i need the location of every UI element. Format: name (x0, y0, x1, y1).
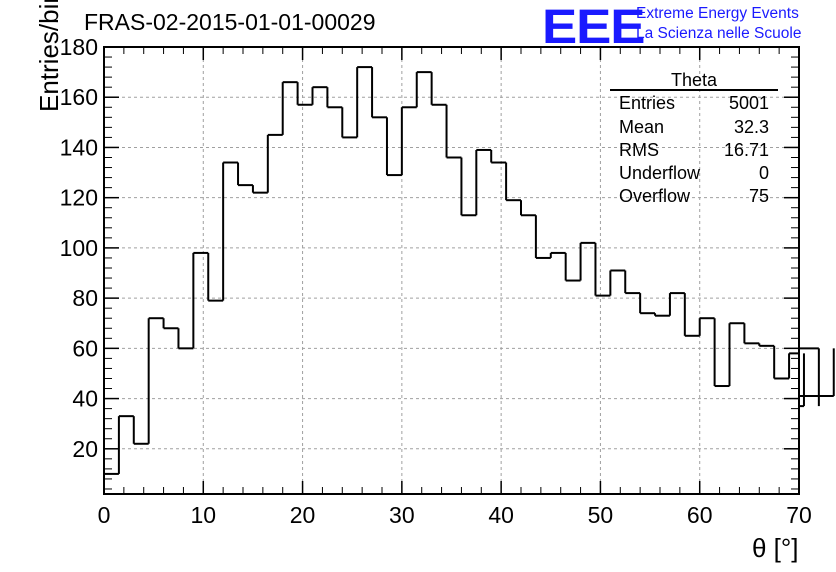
y-axis-label: Entries/bin (34, 0, 64, 112)
stats-box-title: Theta (670, 70, 718, 90)
x-axis-label: θ [°] (752, 533, 799, 563)
x-tick-label: 40 (488, 502, 514, 528)
x-tick-label: 70 (786, 502, 812, 528)
histogram-series (103, 66, 835, 494)
chart-title: FRAS-02-2015-01-01-00029 (84, 9, 376, 35)
eee-logo: EEE (542, 1, 645, 54)
stat-label-rms: RMS (619, 140, 659, 160)
x-tick-label: 50 (588, 502, 614, 528)
x-tick-label: 10 (190, 502, 216, 528)
x-axis-ticks: 0 10 20 30 40 50 60 70 (98, 47, 812, 528)
logo-line-1: Extreme Energy Events (636, 5, 799, 22)
y-tick-label: 100 (60, 235, 98, 261)
x-tick-label: 30 (389, 502, 415, 528)
plot-frame (103, 46, 800, 495)
y-tick-label: 140 (60, 134, 98, 160)
stat-label-underflow: Underflow (619, 163, 701, 183)
stat-label-mean: Mean (619, 117, 665, 137)
stat-value-mean: 32.3 (733, 117, 769, 137)
stat-value-underflow: 0 (758, 163, 769, 183)
y-tick-label: 80 (72, 285, 98, 311)
stat-value-overflow: 75 (748, 186, 769, 206)
axes (103, 46, 800, 495)
logo-line-2: La Scienza nelle Scuole (636, 25, 802, 42)
x-tick-label: 20 (290, 502, 316, 528)
y-tick-label: 40 (72, 386, 98, 412)
y-tick-label: 60 (72, 335, 98, 361)
x-tick-label: 0 (98, 502, 111, 528)
y-axis-ticks: 20 40 60 80 100 120 140 160 180 (60, 34, 799, 490)
stat-value-rms: 16.71 (723, 140, 769, 160)
y-tick-label: 180 (60, 34, 98, 60)
stat-value-entries: 5001 (728, 93, 769, 113)
stat-label-overflow: Overflow (619, 186, 691, 206)
y-tick-label: 160 (60, 84, 98, 110)
x-tick-label: 60 (687, 502, 713, 528)
y-tick-label: 120 (60, 185, 98, 211)
y-tick-label: 20 (72, 436, 98, 462)
stat-label-entries: Entries (619, 93, 676, 113)
